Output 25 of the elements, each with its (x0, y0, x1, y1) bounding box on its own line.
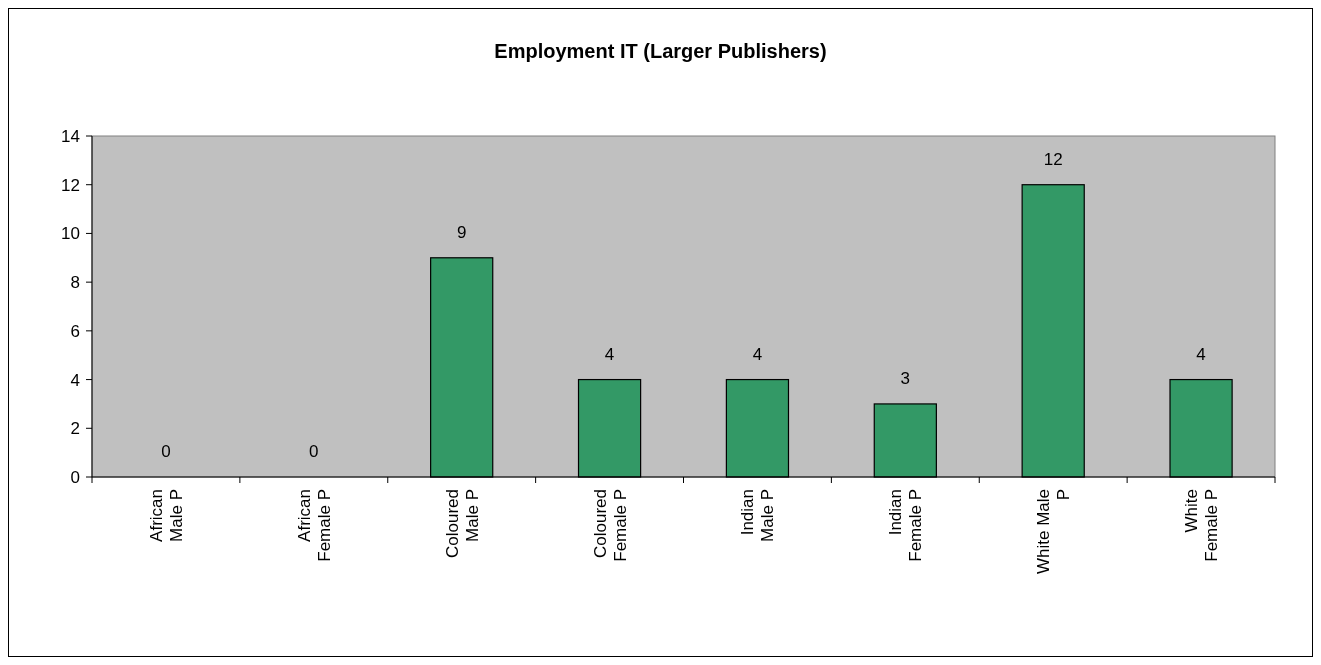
y-tick-label: 2 (70, 419, 80, 439)
x-tick-label: Coloured Male P (442, 489, 482, 558)
x-tick-label: Coloured Female P (590, 489, 630, 562)
chart-title: Employment IT (Larger Publishers) (494, 40, 827, 62)
y-tick-label: 0 (70, 467, 80, 487)
data-label: 0 (309, 442, 319, 461)
data-label: 3 (900, 368, 911, 388)
x-tick-label: Indian Female P (886, 489, 926, 562)
y-tick-label: 6 (70, 321, 80, 341)
data-label: 4 (1196, 344, 1206, 364)
data-label: 4 (752, 344, 763, 364)
x-tick-label: African Male P (146, 489, 186, 542)
x-tick-label: African Female P (294, 489, 334, 562)
x-tick-label: Indian Male P (738, 489, 778, 542)
y-tick-label: 12 (61, 175, 80, 195)
y-tick-label: 4 (70, 370, 80, 390)
data-label: 0 (161, 442, 171, 461)
y-tick-label: 10 (61, 224, 80, 244)
x-tick-label: White Female P (1182, 489, 1222, 562)
y-tick-label: 8 (70, 273, 80, 293)
data-label: 4 (604, 344, 615, 364)
x-tick-label: White Male P (1034, 489, 1074, 575)
data-label: 12 (1043, 149, 1063, 169)
y-tick-label: 14 (61, 126, 80, 146)
data-label: 9 (456, 222, 467, 242)
